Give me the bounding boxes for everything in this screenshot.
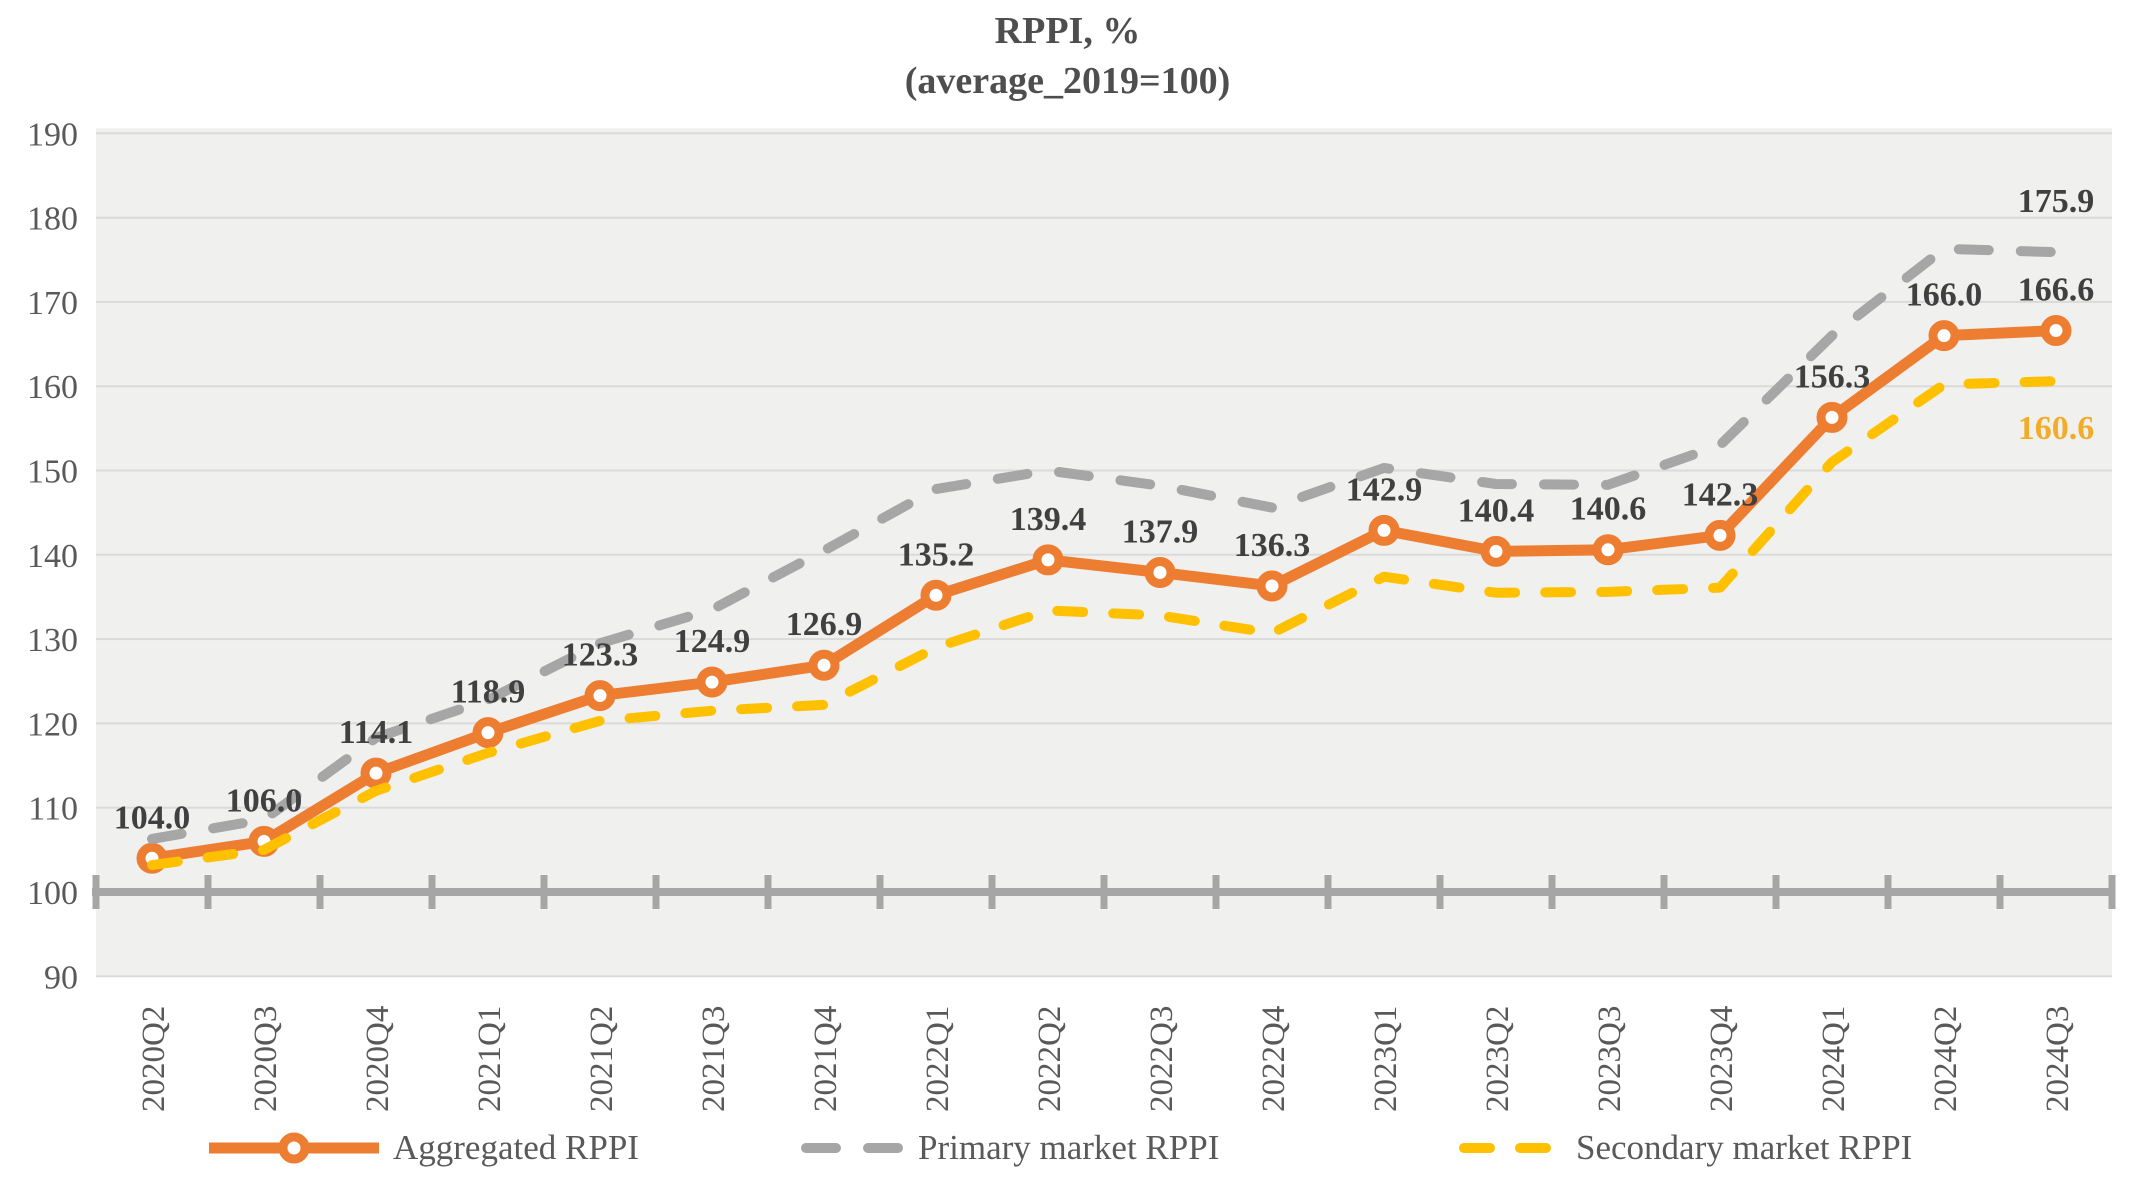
y-axis-tick-label: 100	[27, 875, 78, 912]
data-label: 156.3	[1794, 358, 1871, 395]
x-axis-tick-label: 2022Q2	[1032, 1006, 1068, 1112]
data-point-marker	[696, 666, 728, 698]
x-axis-tick-label: 2022Q4	[1256, 1006, 1292, 1112]
y-axis-tick-label: 130	[27, 622, 78, 659]
legend-label-aggregated: Aggregated RPPI	[393, 1128, 639, 1167]
x-axis-tick-label: 2024Q3	[2040, 1006, 2076, 1112]
y-axis-tick-label: 150	[27, 454, 78, 491]
data-point-marker	[360, 757, 392, 789]
data-point-marker	[1928, 320, 1960, 352]
y-axis-tick-label: 170	[27, 285, 78, 322]
x-axis-tick-label: 2022Q1	[920, 1006, 956, 1112]
data-label: 139.4	[1010, 501, 1087, 538]
legend-swatch-aggregated-line-icon	[209, 1132, 379, 1164]
data-label: 135.2	[898, 536, 975, 573]
x-axis-tick-label: 2021Q2	[584, 1006, 620, 1112]
data-label: 142.3	[1682, 476, 1759, 513]
data-point-marker	[472, 717, 504, 749]
y-axis-tick-label: 90	[44, 959, 78, 996]
x-axis-tick-label: 2023Q2	[1480, 1006, 1516, 1112]
legend-entry-secondary: Secondary market RPPI	[1458, 1118, 1912, 1178]
data-label: 104.0	[114, 799, 191, 836]
x-axis-tick-label: 2021Q4	[808, 1006, 844, 1112]
data-label: 123.3	[562, 637, 639, 674]
x-axis-tick-label: 2021Q3	[696, 1006, 732, 1112]
x-axis-tick-label: 2020Q4	[360, 1006, 396, 1112]
chart-legend: Aggregated RPPI Primary market RPPI Seco…	[0, 1118, 2135, 1178]
data-point-marker	[808, 649, 840, 681]
data-label: 166.6	[2018, 272, 2095, 309]
series-line-primary-market-rppi	[147, 243, 2061, 844]
chart-title: RPPI, % (average_2019=100)	[0, 6, 2135, 106]
data-label: 140.6	[1570, 491, 1647, 528]
data-label: 114.1	[339, 714, 414, 751]
y-axis-tick-label: 140	[27, 538, 78, 575]
data-label: 118.9	[451, 674, 526, 711]
y-axis-tick-label: 160	[27, 369, 78, 406]
x-axis-tick-label: 2024Q2	[1928, 1006, 1964, 1112]
data-point-marker	[1480, 535, 1512, 567]
data-label: 126.9	[786, 606, 863, 643]
data-label: 140.4	[1458, 492, 1535, 529]
data-point-marker	[1816, 401, 1848, 433]
data-point-marker	[1368, 514, 1400, 546]
legend-entry-primary: Primary market RPPI	[800, 1118, 1219, 1178]
x-axis-tick-label: 2023Q4	[1704, 1006, 1740, 1112]
legend-swatch-primary-dash-icon	[801, 1143, 907, 1153]
data-point-marker	[920, 579, 952, 611]
data-label: 175.9	[2018, 183, 2095, 220]
x-axis-tick-label: 2020Q3	[248, 1006, 284, 1112]
data-point-marker	[1704, 519, 1736, 551]
x-axis-tick-label: 2024Q1	[1816, 1006, 1852, 1112]
data-point-marker	[584, 680, 616, 712]
chart-title-line1: RPPI, %	[994, 10, 1141, 52]
data-label: 124.9	[674, 623, 751, 660]
y-axis-tick-label: 190	[27, 116, 78, 153]
y-axis-tick-label: 180	[27, 201, 78, 238]
series-line-secondary-market-rppi	[147, 376, 2061, 871]
chart-title-line2: (average_2019=100)	[904, 60, 1231, 103]
x-axis-tick-label: 2022Q3	[1144, 1006, 1180, 1112]
legend-label-primary: Primary market RPPI	[918, 1128, 1220, 1167]
legend-label-secondary: Secondary market RPPI	[1576, 1128, 1913, 1167]
data-point-marker	[2040, 315, 2072, 347]
x-axis-tick-label: 2023Q3	[1592, 1006, 1628, 1112]
plot-background	[96, 128, 2112, 977]
legend-swatch-secondary-dash-icon	[1459, 1143, 1565, 1153]
legend-entry-aggregated: Aggregated RPPI	[205, 1118, 639, 1178]
x-axis-tick-label: 2021Q1	[472, 1006, 508, 1112]
data-label: 166.0	[1906, 277, 1983, 314]
data-point-marker	[1256, 570, 1288, 602]
x-axis-tick-label: 2020Q2	[136, 1006, 172, 1112]
y-axis-tick-label: 120	[27, 706, 78, 743]
data-label: 106.0	[226, 782, 303, 819]
y-axis-tick-label: 110	[28, 791, 78, 828]
x-axis-tick-label: 2023Q1	[1368, 1006, 1404, 1112]
data-label: 137.9	[1122, 514, 1199, 551]
data-label: 136.3	[1234, 527, 1311, 564]
data-point-marker	[1144, 557, 1176, 589]
data-point-marker	[1592, 534, 1624, 566]
data-label: 160.6	[2018, 410, 2095, 447]
series-line-aggregated-rppi	[151, 325, 2057, 864]
data-point-marker	[1032, 544, 1064, 576]
data-label: 142.9	[1346, 471, 1423, 508]
